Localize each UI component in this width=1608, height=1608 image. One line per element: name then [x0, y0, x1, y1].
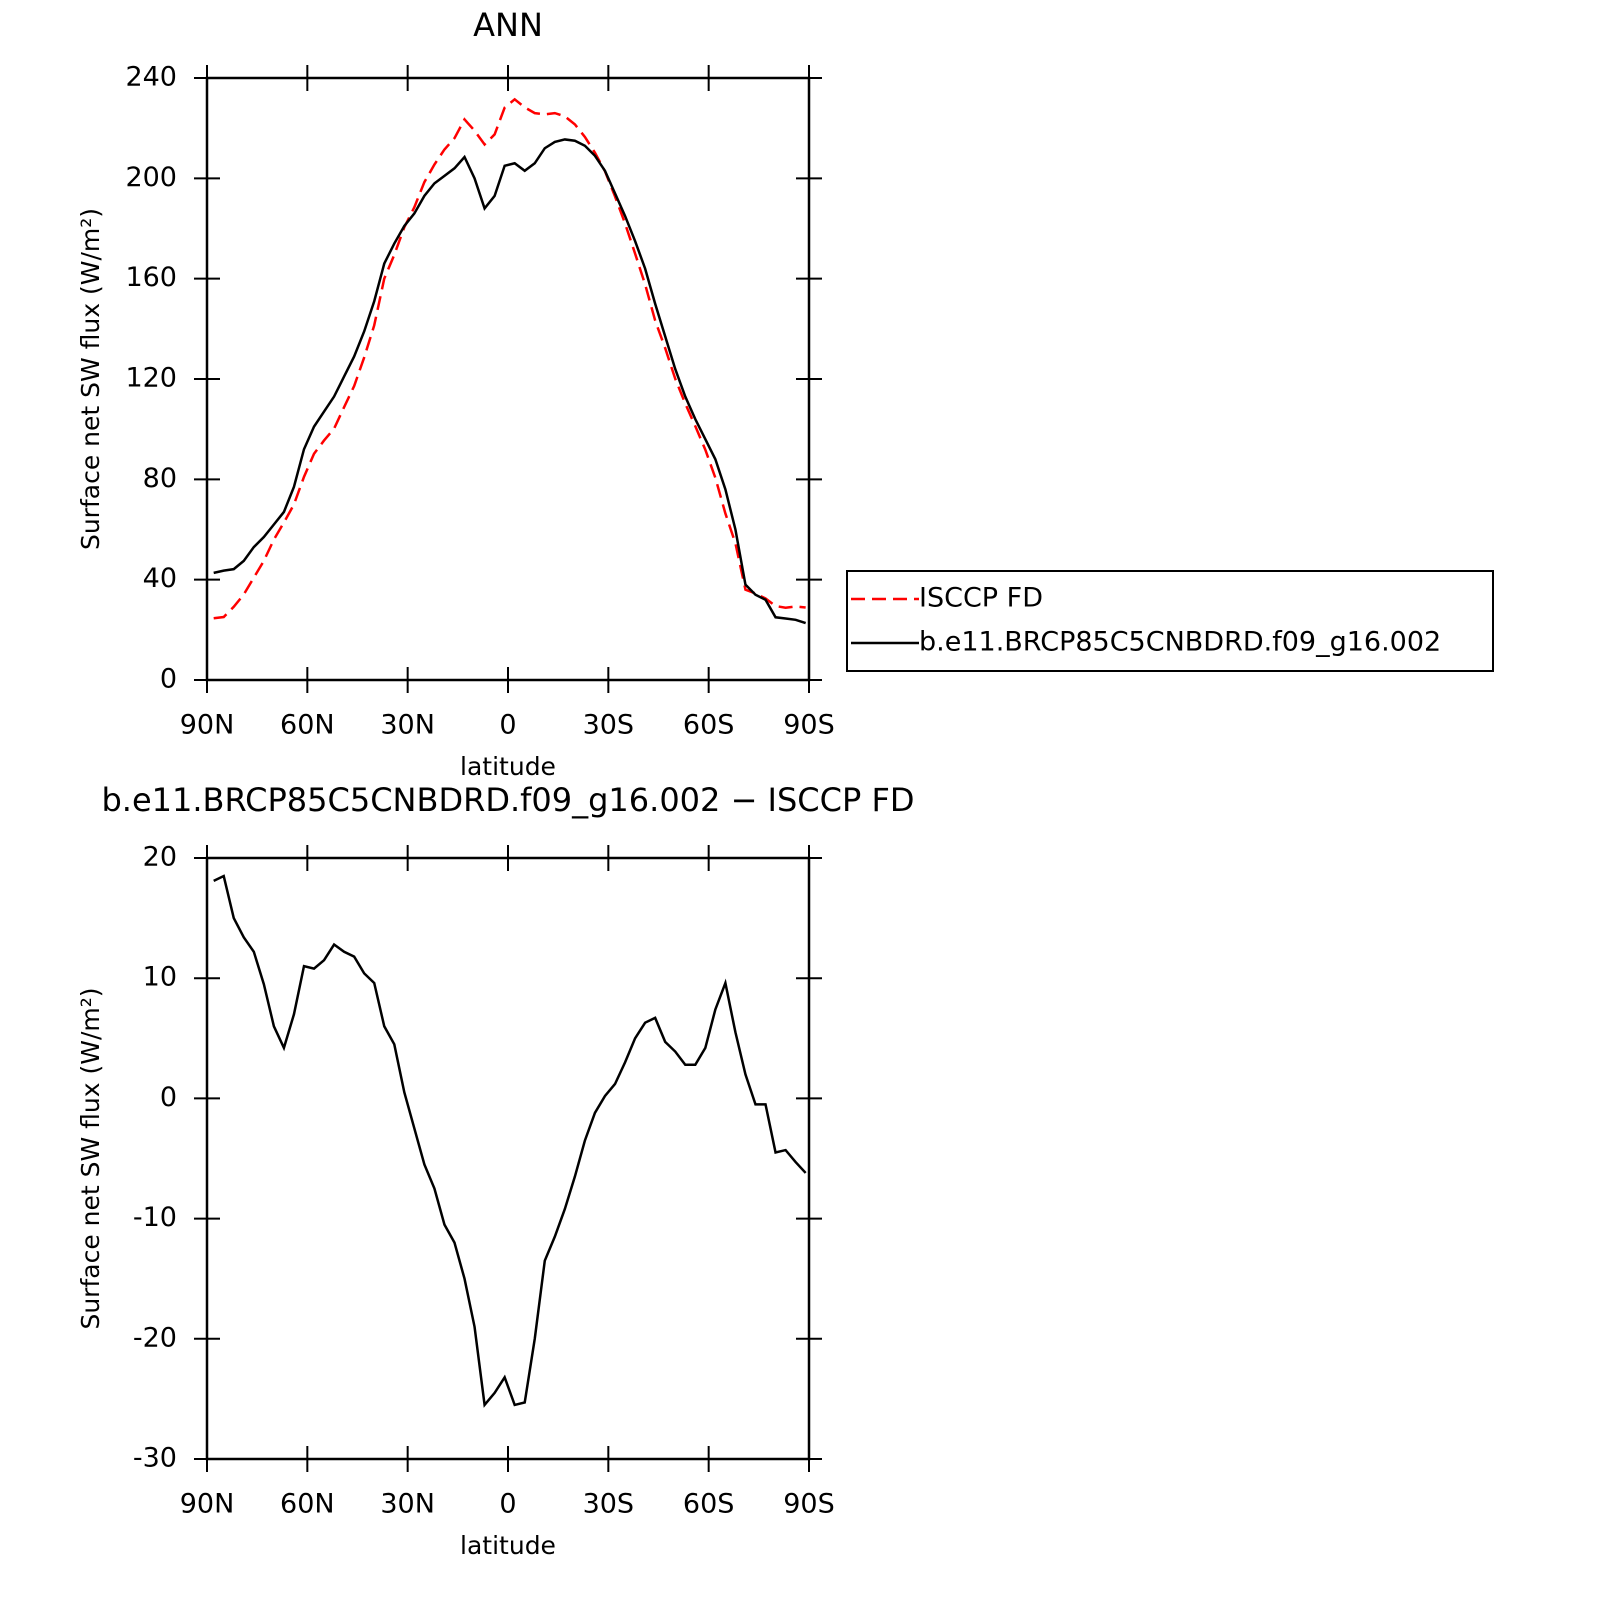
x-tick-label: 60N: [280, 710, 335, 741]
y-tick-label: 80: [143, 463, 177, 494]
y-tick-label: -30: [133, 1443, 177, 1474]
x-tick-label: 90S: [783, 710, 835, 741]
plot-frame: [205, 856, 811, 1461]
x-axis-label: latitude: [460, 752, 556, 781]
y-axis-label: Surface net SW flux (W/m²): [76, 987, 105, 1329]
x-tick-label: 30S: [583, 710, 635, 741]
y-tick-label: -20: [133, 1322, 177, 1353]
data-line: [213, 138, 807, 625]
y-tick-label: 0: [160, 1082, 177, 1113]
legend-label: ISCCP FD: [919, 583, 1043, 614]
y-axis-label: Surface net SW flux (W/m²): [76, 208, 105, 550]
x-axis-label: latitude: [460, 1531, 556, 1560]
y-tick-label: -10: [133, 1202, 177, 1233]
x-tick-label: 60N: [280, 1489, 335, 1520]
legend-box: [846, 570, 1494, 672]
x-tick-label: 0: [499, 1489, 516, 1520]
x-tick-label: 60S: [683, 710, 735, 741]
y-tick-label: 10: [143, 962, 177, 993]
x-tick-label: 30N: [380, 710, 435, 741]
plot-frame: [205, 76, 811, 682]
y-tick-label: 120: [125, 363, 177, 394]
y-tick-label: 160: [125, 262, 177, 293]
x-tick-label: 90N: [180, 1489, 235, 1520]
y-tick-label: 200: [125, 162, 177, 193]
x-tick-label: 30S: [583, 1489, 635, 1520]
x-tick-label: 60S: [683, 1489, 735, 1520]
data-line: [213, 97, 806, 620]
chart-title: b.e11.BRCP85C5CNBDRD.f09_g16.002 − ISCCP…: [101, 781, 914, 819]
x-tick-label: 90S: [783, 1489, 835, 1520]
chart-title: ANN: [473, 6, 543, 44]
x-tick-label: 0: [499, 710, 516, 741]
legend-label: b.e11.BRCP85C5CNBDRD.f09_g16.002: [919, 627, 1441, 658]
y-tick-label: 20: [143, 842, 177, 873]
y-tick-label: 0: [160, 664, 177, 695]
x-tick-label: 90N: [180, 710, 235, 741]
y-tick-label: 240: [125, 62, 177, 93]
x-tick-label: 30N: [380, 1489, 435, 1520]
y-tick-label: 40: [143, 563, 177, 594]
data-line: [213, 874, 807, 1408]
